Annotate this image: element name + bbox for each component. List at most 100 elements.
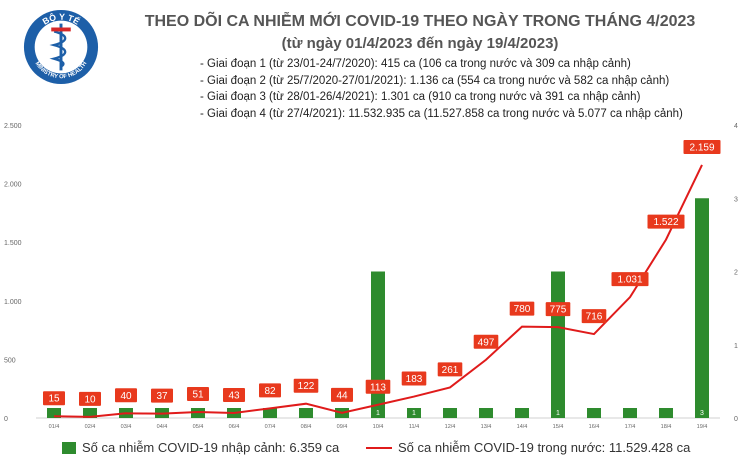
chart-legend: Số ca nhiễm COVID-19 nhập cảnh: 6.359 ca… <box>0 437 740 459</box>
line-value-label: 497 <box>478 337 495 348</box>
line-value-box <box>401 371 427 386</box>
bar <box>659 408 673 418</box>
svg-text:BỘ Y TẾ: BỘ Y TẾ <box>41 11 82 27</box>
bar <box>407 408 421 418</box>
legend-label-line: Số ca nhiễm COVID-19 trong nước: 11.529.… <box>398 440 691 455</box>
x-tick-label: 16/4 <box>589 424 600 430</box>
y-left-tick-label: 2.500 <box>4 123 22 130</box>
line-value-label: 1.522 <box>653 217 678 228</box>
x-tick-label: 13/4 <box>481 424 492 430</box>
bar <box>623 408 637 418</box>
line-value-box <box>187 387 209 402</box>
x-tick-label: 06/4 <box>229 424 240 430</box>
line-value-label: 122 <box>298 381 315 392</box>
line-value-label: 775 <box>550 305 567 316</box>
y-right-tick-label: 2 <box>734 270 738 277</box>
legend-item-line: Số ca nhiễm COVID-19 trong nước: 11.529.… <box>366 440 690 455</box>
line-value-label: 780 <box>514 304 531 315</box>
bar <box>371 271 385 418</box>
line-value-box <box>509 301 535 316</box>
y-right-tick-label: 4 <box>734 123 738 130</box>
bar-value-label: 3 <box>700 410 704 417</box>
line-value-box <box>223 387 245 402</box>
y-left-tick-label: 1.000 <box>4 299 22 306</box>
line-value-box <box>581 309 607 324</box>
x-tick-label: 01/4 <box>49 424 60 430</box>
chart-subtitle: (từ ngày 01/4/2023 đến ngày 19/4/2023) <box>281 35 559 52</box>
x-tick-label: 08/4 <box>301 424 312 430</box>
line-value-label: 1.031 <box>617 275 642 286</box>
phase-3-text: - Giai đoạn 3 (từ 28/01-26/4/2021): 1.30… <box>200 91 641 103</box>
bar <box>299 408 313 418</box>
bar <box>263 408 277 418</box>
bar <box>587 408 601 418</box>
line-value-box <box>43 391 65 406</box>
line-value-box <box>545 302 571 317</box>
y-right-tick-label: 1 <box>734 343 738 350</box>
line-value-label: 15 <box>48 394 60 405</box>
line-value-box <box>151 388 173 403</box>
line-value-label: 51 <box>192 390 204 401</box>
legend-swatch-bar <box>62 441 76 454</box>
ministry-of-health-logo: BỘ Y TẾ MINISTRY OF HEALTH <box>23 9 99 85</box>
line-value-label: 2.159 <box>689 142 714 153</box>
line-value-box <box>437 362 463 377</box>
y-left-tick-label: 2.000 <box>4 182 22 189</box>
bar <box>443 408 457 418</box>
legend-label-bars: Số ca nhiễm COVID-19 nhập cảnh: 6.359 ca <box>82 440 340 455</box>
y-left-tick-label: 0 <box>4 416 8 423</box>
x-tick-label: 09/4 <box>337 424 348 430</box>
line-value-box <box>259 383 281 398</box>
bar <box>83 408 97 418</box>
line-value-box <box>365 379 391 394</box>
phase-4-text: - Giai đoạn 4 (từ 27/4/2021): 11.532.935… <box>200 107 683 120</box>
bar <box>695 198 709 418</box>
bar <box>47 408 61 418</box>
legend-item-bars: Số ca nhiễm COVID-19 nhập cảnh: 6.359 ca <box>62 440 339 455</box>
x-tick-label: 10/4 <box>373 424 384 430</box>
line-value-label: 43 <box>228 390 240 401</box>
line-value-label: 716 <box>586 312 603 323</box>
x-tick-label: 12/4 <box>445 424 456 430</box>
line-value-box <box>293 378 319 393</box>
line-value-box <box>611 272 649 287</box>
bar <box>515 408 529 418</box>
line-value-label: 10 <box>84 394 96 405</box>
x-tick-label: 04/4 <box>157 424 168 430</box>
x-tick-label: 05/4 <box>193 424 204 430</box>
line-value-label: 40 <box>120 391 132 402</box>
logo-text-top: BỘ Y TẾ <box>41 11 82 27</box>
line-value-box <box>473 334 499 349</box>
y-right-tick-label: 0 <box>734 416 738 423</box>
chart-title: THEO DÕI CA NHIỄM MỚI COVID-19 THEO NGÀY… <box>144 13 696 30</box>
line-series <box>53 164 703 418</box>
line-value-label: 183 <box>406 374 423 385</box>
x-tick-label: 11/4 <box>409 424 419 430</box>
x-tick-label: 19/4 <box>697 424 708 430</box>
line-value-box <box>79 391 101 406</box>
phase-summary: - Giai đoạn 1 (từ 23/01-24/7/2020): 415 … <box>200 56 683 122</box>
x-tick-label: 03/4 <box>121 424 132 430</box>
x-tick-label: 17/4 <box>625 424 636 430</box>
phase-2-text: - Giai đoạn 2 (từ 25/7/2020-27/01/2021):… <box>200 74 670 87</box>
line-value-box <box>331 387 353 402</box>
y-left-tick-label: 1.500 <box>4 240 22 247</box>
line-value-box <box>647 214 685 229</box>
x-tick-label: 14/4 <box>517 424 528 430</box>
y-right-tick-label: 3 <box>734 196 738 203</box>
line-value-label: 37 <box>156 391 168 402</box>
legend-swatch-line <box>366 446 392 449</box>
line-value-box <box>115 388 137 403</box>
line-value-label: 44 <box>336 390 348 401</box>
x-tick-label: 02/4 <box>85 424 96 430</box>
bar-value-label: 1 <box>376 410 380 417</box>
bar <box>551 271 565 418</box>
x-tick-label: 15/4 <box>553 424 564 430</box>
line-value-label: 82 <box>264 386 276 397</box>
phase-1-text: - Giai đoạn 1 (từ 23/01-24/7/2020): 415 … <box>200 58 631 70</box>
line-value-box <box>683 139 721 154</box>
x-tick-label: 07/4 <box>265 424 276 430</box>
line-value-label: 261 <box>442 365 459 376</box>
line-value-label: 113 <box>370 382 386 393</box>
y-left-tick-label: 500 <box>4 357 16 364</box>
